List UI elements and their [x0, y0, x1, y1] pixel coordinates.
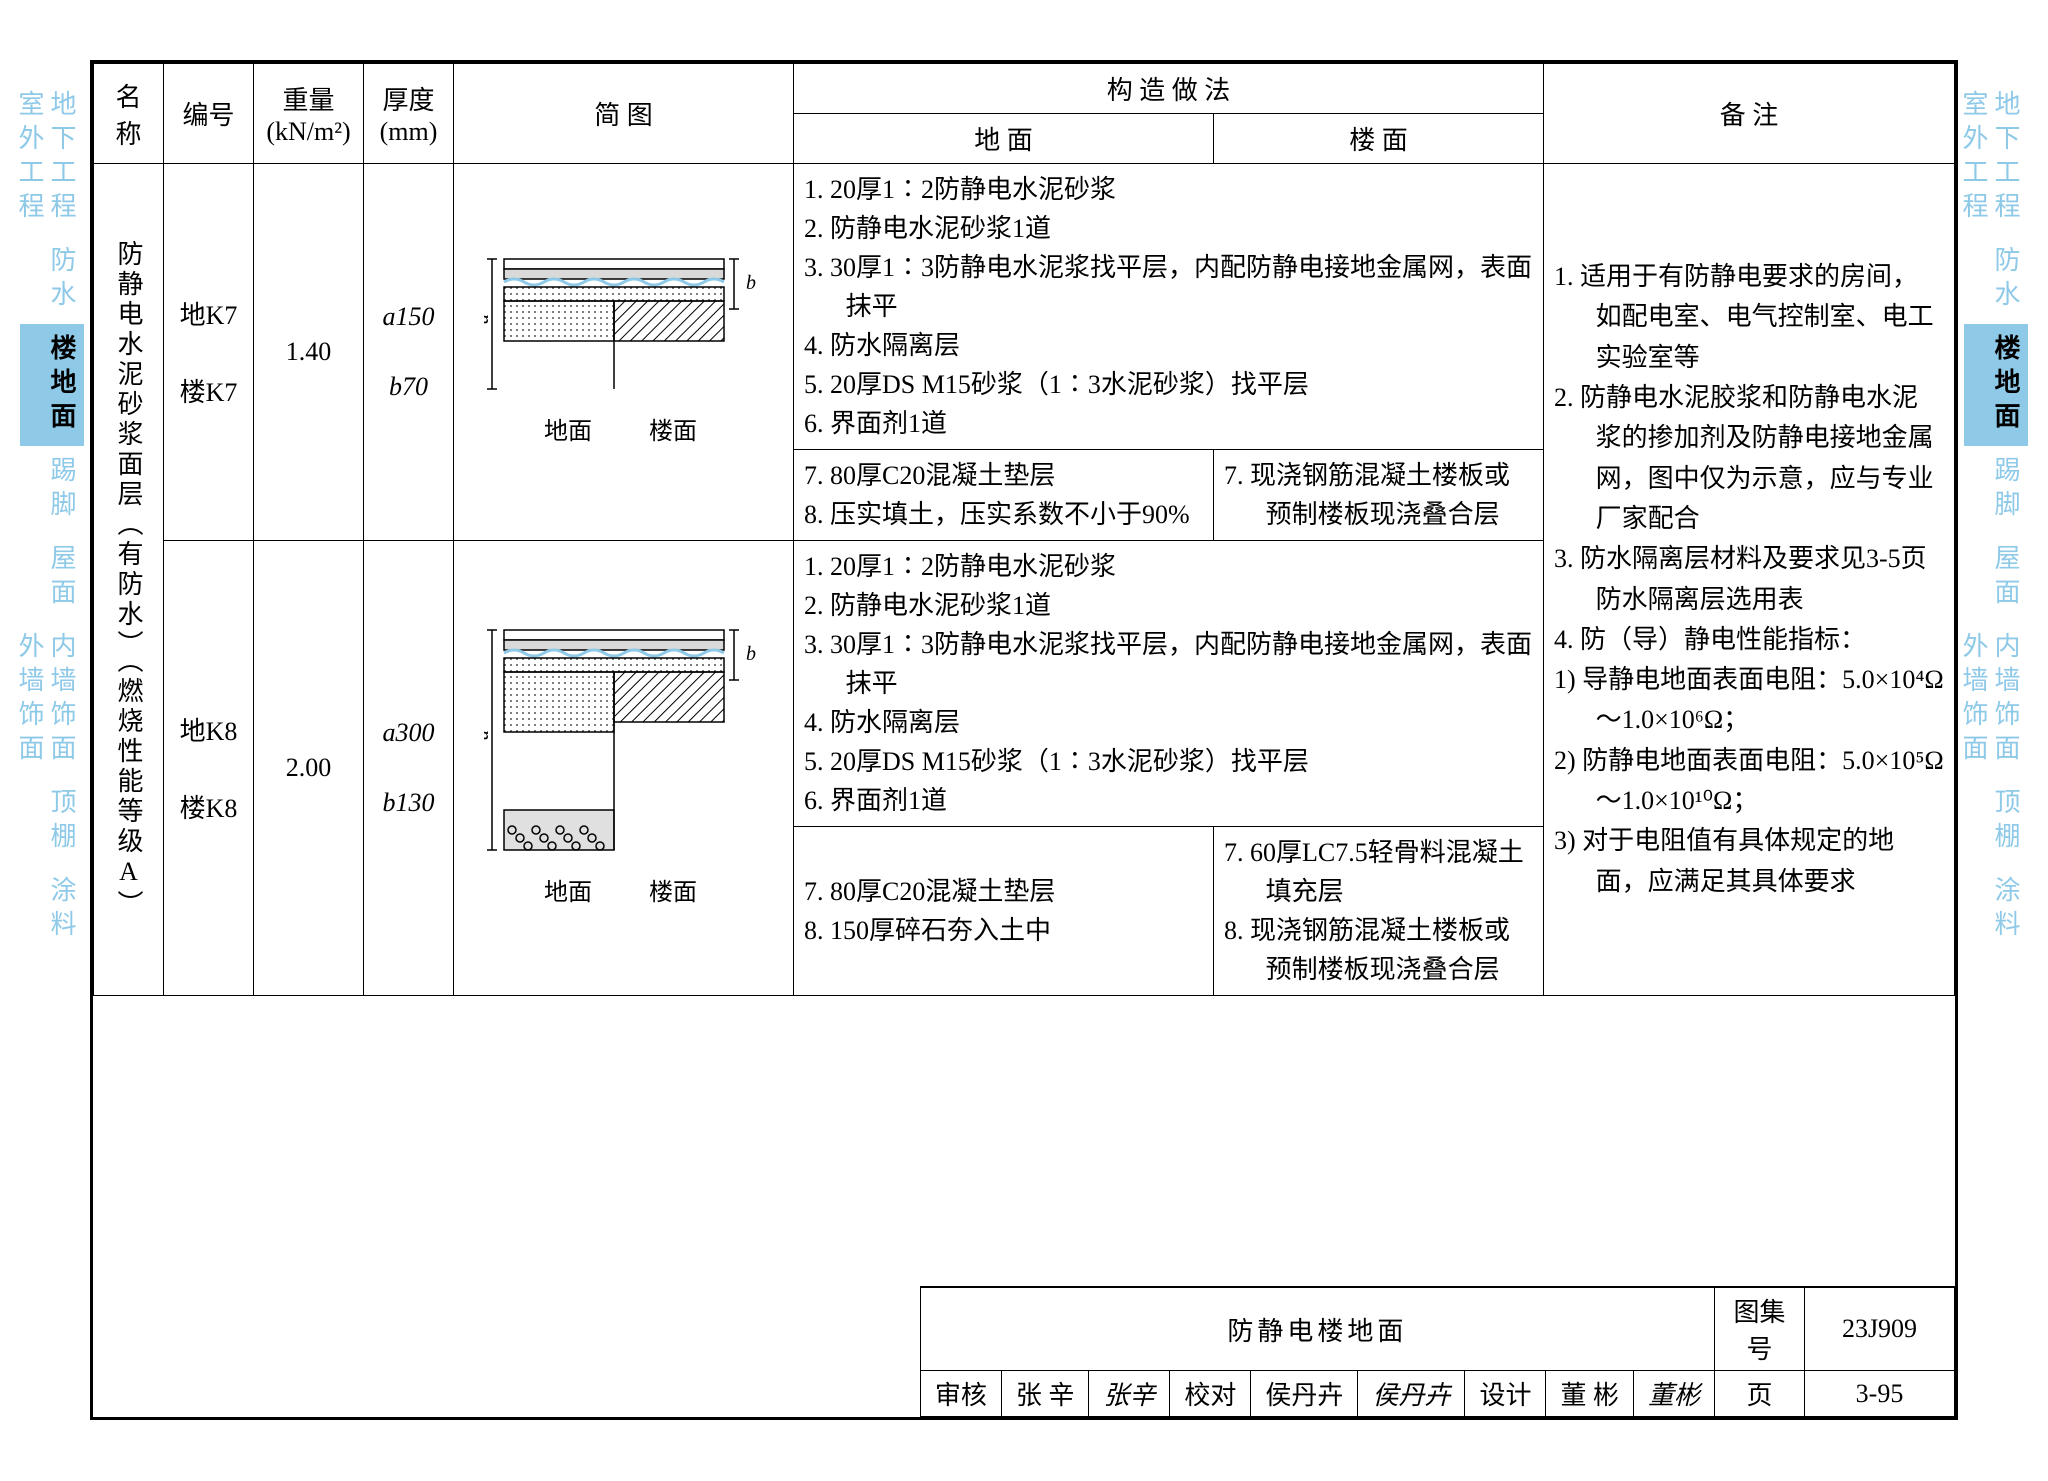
- drawing-title: 防静电楼地面: [920, 1288, 1714, 1371]
- section-diagram: b a 地面 楼面: [484, 620, 764, 910]
- page-no: 3-95: [1805, 1371, 1955, 1417]
- weight-cell: 2.00: [254, 541, 364, 996]
- th-weight-label: 重量: [282, 86, 334, 115]
- notes-cell: 1. 适用于有防静电要求的房间，如配电室、电气控制室、电工实验室等2. 防静电水…: [1544, 164, 1955, 996]
- th-name: 名称: [94, 64, 164, 164]
- floor-only-steps: 7. 60厚LC7.5轻骨料混凝土填充层8. 现浇钢筋混凝土楼板或预制楼板现浇叠…: [1214, 827, 1544, 996]
- ground-only-steps: 7. 80厚C20混凝土垫层8. 压实填土，压实系数不小于90%: [794, 450, 1214, 541]
- side-tab[interactable]: 地下工程: [52, 80, 84, 236]
- svg-text:b: b: [746, 272, 756, 294]
- row-name: 防静电水泥砂浆面层（有防水）（燃烧性能等级A）: [94, 164, 164, 996]
- check-signature: 侯丹卉: [1358, 1371, 1465, 1417]
- side-tab[interactable]: 楼地面: [1964, 324, 2028, 446]
- side-tab[interactable]: 屋面: [1964, 534, 2028, 622]
- side-tab[interactable]: 踢脚: [1964, 446, 2028, 534]
- design-name: 董 彬: [1546, 1371, 1634, 1417]
- review-label: 审核: [920, 1371, 1001, 1417]
- atlas-no: 23J909: [1805, 1288, 1955, 1371]
- svg-text:a: a: [484, 730, 493, 740]
- code-cell: 地K7楼K7: [164, 164, 254, 541]
- side-tabs-right: 室外工程地下工程防水楼地面踢脚屋面外墙饰面内墙饰面顶棚涂料: [1964, 80, 2028, 954]
- th-notes: 备 注: [1544, 64, 1955, 164]
- shared-steps: 1. 20厚1∶2防静电水泥砂浆2. 防静电水泥砂浆1道3. 30厚1∶3防静电…: [794, 541, 1544, 827]
- th-weight-unit: (kN/m²): [266, 117, 350, 146]
- th-thick-label: 厚度: [382, 86, 434, 115]
- side-tab[interactable]: 涂料: [20, 866, 84, 954]
- design-label: 设计: [1465, 1371, 1546, 1417]
- review-name: 张 辛: [1001, 1371, 1089, 1417]
- drawing-frame: 名称 编号 重量 (kN/m²) 厚度 (mm) 简 图 构 造 做 法 备 注…: [90, 60, 1958, 1420]
- diagram-cell: b a 地面 楼面: [454, 164, 794, 541]
- svg-text:楼面: 楼面: [649, 418, 697, 445]
- title-block: 防静电楼地面 图集号 23J909 审核 张 辛 张辛 校对 侯丹卉 侯丹卉 设…: [920, 1286, 1955, 1417]
- side-tab[interactable]: 涂料: [1964, 866, 2028, 954]
- side-tab[interactable]: 地下工程: [1996, 80, 2028, 236]
- design-signature: 董彬: [1633, 1371, 1714, 1417]
- page-label: 页: [1715, 1371, 1805, 1417]
- thickness-cell: a150b70: [364, 164, 454, 541]
- th-diagram: 简 图: [454, 64, 794, 164]
- th-thickness: 厚度 (mm): [364, 64, 454, 164]
- check-name: 侯丹卉: [1251, 1371, 1358, 1417]
- th-weight: 重量 (kN/m²): [254, 64, 364, 164]
- side-tab[interactable]: 内墙饰面: [52, 622, 84, 778]
- side-tab[interactable]: 楼地面: [20, 324, 84, 446]
- th-code: 编号: [164, 64, 254, 164]
- th-ground: 地 面: [794, 114, 1214, 164]
- side-tab[interactable]: 屋面: [20, 534, 84, 622]
- side-tab[interactable]: 内墙饰面: [1996, 622, 2028, 778]
- svg-text:b: b: [746, 643, 756, 665]
- side-tab[interactable]: 踢脚: [20, 446, 84, 534]
- svg-text:地面: 地面: [544, 879, 592, 906]
- svg-text:地面: 地面: [544, 418, 592, 445]
- section-diagram: b a 地面 楼面: [484, 249, 764, 449]
- ground-only-steps: 7. 80厚C20混凝土垫层8. 150厚碎石夯入土中: [794, 827, 1214, 996]
- review-signature: 张辛: [1089, 1371, 1170, 1417]
- svg-text:a: a: [484, 314, 493, 324]
- th-thick-unit: (mm): [380, 117, 438, 146]
- check-label: 校对: [1170, 1371, 1251, 1417]
- side-tab[interactable]: 顶棚: [20, 778, 84, 866]
- thickness-cell: a300b130: [364, 541, 454, 996]
- construction-table: 名称 编号 重量 (kN/m²) 厚度 (mm) 简 图 构 造 做 法 备 注…: [93, 63, 1955, 996]
- diagram-cell: b a 地面 楼面: [454, 541, 794, 996]
- svg-text:楼面: 楼面: [649, 879, 697, 906]
- th-construction: 构 造 做 法: [794, 64, 1544, 114]
- side-tab[interactable]: 顶棚: [1964, 778, 2028, 866]
- th-floor: 楼 面: [1214, 114, 1544, 164]
- atlas-label: 图集号: [1715, 1288, 1805, 1371]
- side-tabs-left: 室外工程地下工程防水楼地面踢脚屋面外墙饰面内墙饰面顶棚涂料: [20, 80, 84, 954]
- shared-steps: 1. 20厚1∶2防静电水泥砂浆2. 防静电水泥砂浆1道3. 30厚1∶3防静电…: [794, 164, 1544, 450]
- weight-cell: 1.40: [254, 164, 364, 541]
- code-cell: 地K8楼K8: [164, 541, 254, 996]
- floor-only-steps: 7. 现浇钢筋混凝土楼板或预制楼板现浇叠合层: [1214, 450, 1544, 541]
- side-tab[interactable]: 防水: [1964, 236, 2028, 324]
- side-tab[interactable]: 防水: [20, 236, 84, 324]
